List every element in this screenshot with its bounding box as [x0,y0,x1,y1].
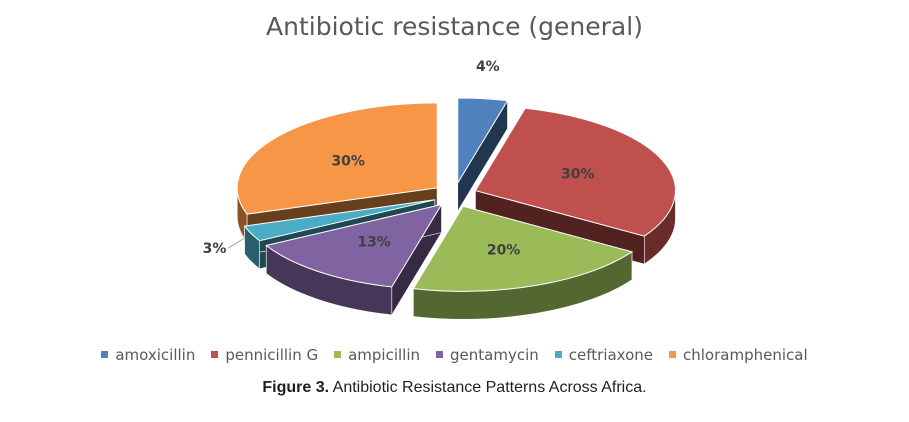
legend-swatch [669,351,677,358]
legend-swatch [554,351,562,358]
legend-item-gentamycin: gentamycin [436,346,539,364]
legend-item-pennicillin G: pennicillin G [211,346,318,364]
legend-label: amoxicillin [115,346,196,364]
data-label-ampicillin: 20% [487,243,521,259]
legend-item-amoxicillin: amoxicillin [101,346,195,364]
chart-title: Antibiotic resistance (general) [266,12,643,41]
legend-item-chloramphenical: chloramphenical [669,346,808,364]
pie-slice-ampicillin [412,205,634,292]
pie-slice-amoxicillin [457,97,509,185]
legend-label: ampicillin [348,346,421,364]
legend-item-ceftriaxone: ceftriaxone [554,346,654,364]
legend-swatch [334,351,342,358]
pie-slice-chloramphenical [236,102,438,215]
caption-text: Antibiotic Resistance Patterns Across Af… [329,379,647,396]
leader-line-ceftriaxone [228,237,246,249]
legend-label: pennicillin G [225,346,319,364]
data-label-ceftriaxone: 3% [203,241,227,257]
data-label-amoxicillin: 4% [476,59,500,75]
data-label-pennicillin G: 30% [561,166,595,182]
legend-label: gentamycin [450,346,539,364]
legend-label: ceftriaxone [568,346,654,364]
legend: amoxicillin pennicillin G ampicillin gentam… [0,346,909,364]
legend-swatch [436,351,444,358]
pie-tops [236,97,676,292]
legend-item-ampicillin: ampicillin [334,346,420,364]
pie-slice-gentamycin [265,203,443,288]
pie-slice-ceftriaxone [243,199,435,242]
pie-slice-pennicillin G [474,107,676,237]
pie-labels: 4% 30% 20% 13% 3% 30% [203,59,595,259]
legend-swatch [101,351,109,358]
data-label-gentamycin: 13% [357,235,391,251]
caption-label: Figure 3. [262,379,330,396]
figure-caption: Figure 3. Antibiotic Resistance Patterns… [0,379,909,397]
legend-label: chloramphenical [683,346,808,364]
data-label-chloramphenical: 30% [331,153,365,169]
legend-swatch [211,351,219,358]
pie-chart: 4% 30% 20% 13% 3% 30% [203,59,676,320]
